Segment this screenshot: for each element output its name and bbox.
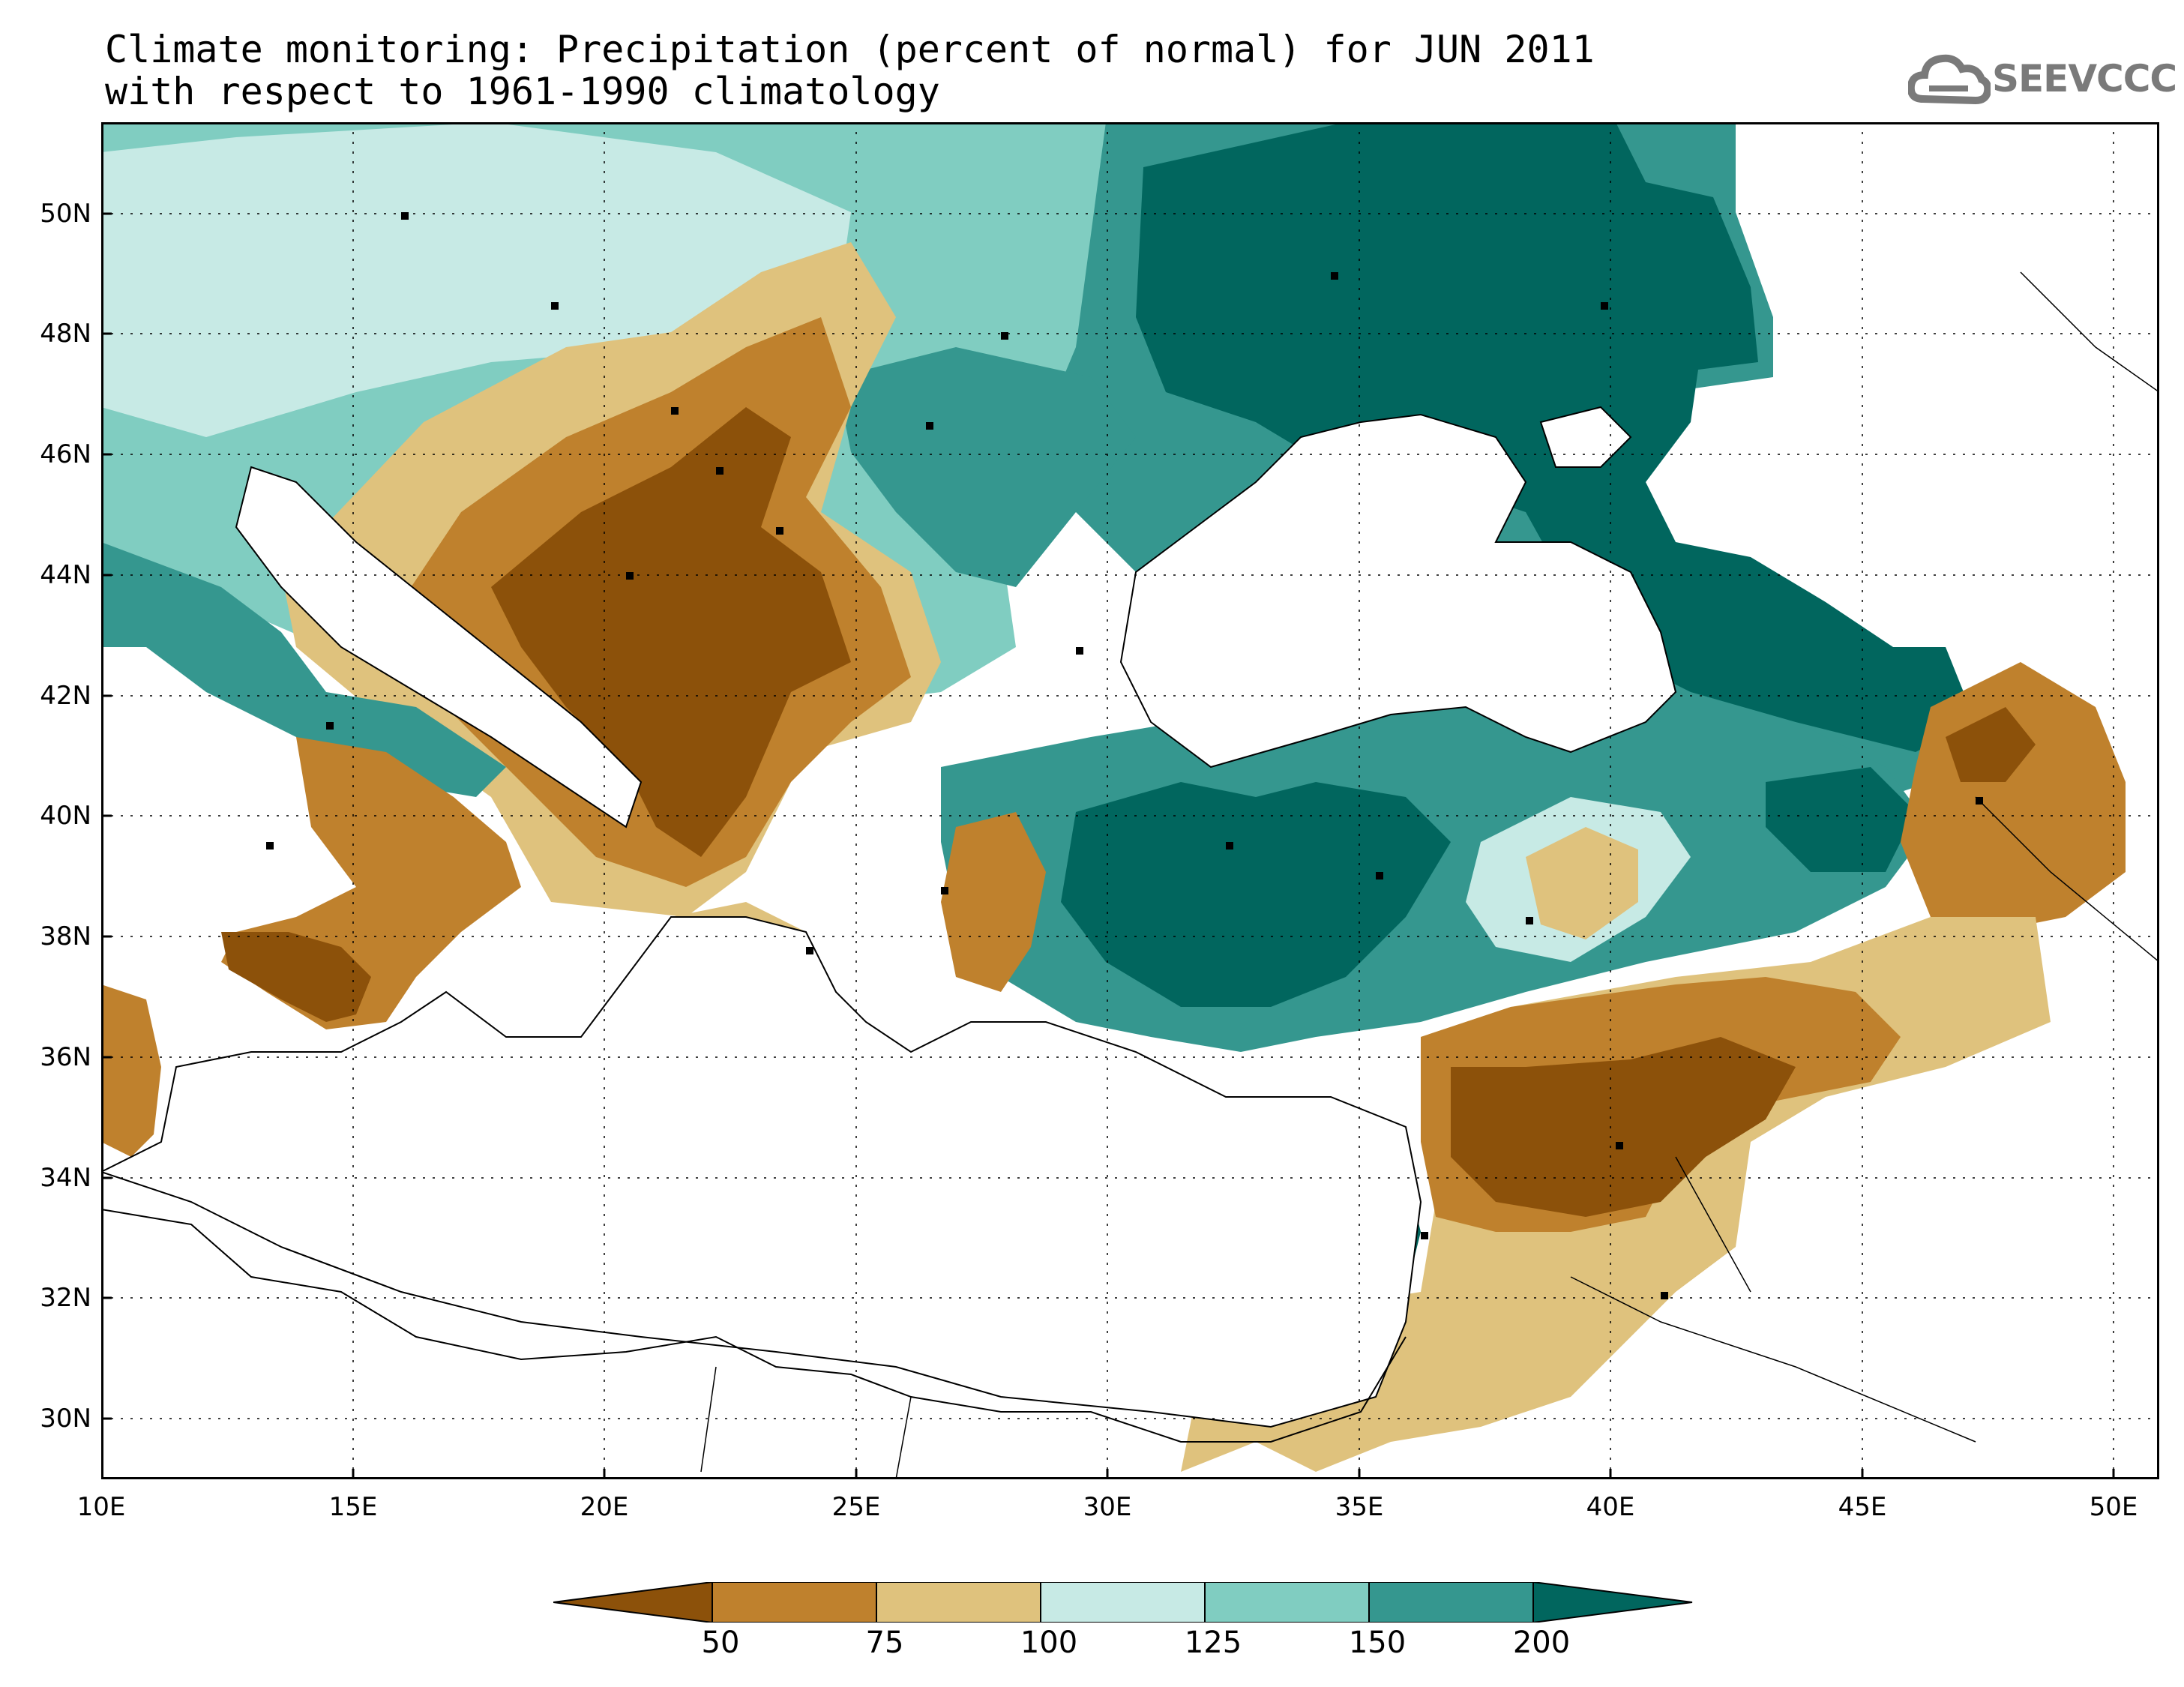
- y-tick-label: 38N: [40, 921, 91, 951]
- country-borders: [700, 271, 2159, 1479]
- map-title: Climate monitoring: Precipitation (perce…: [105, 28, 1595, 71]
- y-tick-label: 32N: [40, 1283, 91, 1313]
- colorbar-swatch: [1040, 1582, 1206, 1623]
- seevccc-logo: SEEVCCC: [1907, 46, 2177, 114]
- x-tick-label: 40E: [1586, 1492, 1635, 1522]
- colorbar-label: 75: [865, 1626, 904, 1660]
- cloud-icon: [1907, 54, 1992, 105]
- colorbar-label: 50: [701, 1626, 740, 1660]
- colorbar-swatch: [712, 1582, 877, 1623]
- region-syria-core: [1451, 1037, 1796, 1217]
- colorbar-label: 100: [1020, 1626, 1078, 1660]
- region-tunisia: [101, 984, 161, 1157]
- adriatic-sea: [235, 466, 643, 829]
- colorbar-swatch: [1532, 1582, 1693, 1623]
- region-central-turkey: [1061, 782, 1451, 1007]
- y-tick-label: 48N: [40, 319, 91, 349]
- axis-ticks: [101, 212, 2115, 1479]
- region-sicily: [221, 932, 371, 1022]
- region-italy-teal: [101, 542, 506, 797]
- logo-label: SEEVCCC: [1992, 57, 2177, 100]
- x-tick-label: 25E: [831, 1492, 881, 1522]
- x-tick-label: 15E: [328, 1492, 378, 1522]
- y-tick-label: 40N: [40, 801, 91, 831]
- map-subtitle: with respect to 1961-1990 climatology: [105, 70, 940, 113]
- colorbar-swatch: [553, 1582, 713, 1623]
- north-africa-coast: [101, 1209, 1407, 1443]
- precipitation-map: [101, 122, 2159, 1479]
- colorbar-label: 200: [1512, 1626, 1571, 1660]
- colorbar-label: 150: [1348, 1626, 1407, 1660]
- region-romania: [836, 347, 1136, 587]
- x-tick-label: 30E: [1083, 1492, 1132, 1522]
- region-north-light: [101, 122, 851, 437]
- colorbar-swatch: [1368, 1582, 1534, 1623]
- y-tick-label: 50N: [40, 199, 91, 229]
- colorbar: [553, 1582, 1693, 1623]
- region-caucasus-core: [1946, 707, 2036, 782]
- y-tick-label: 42N: [40, 681, 91, 711]
- lat-lon-grid: [101, 122, 2159, 1479]
- mediterranean-sea: [101, 916, 1422, 1428]
- region-caucasus-dry: [1901, 662, 2126, 932]
- y-tick-label: 36N: [40, 1042, 91, 1072]
- y-tick-label: 30N: [40, 1404, 91, 1434]
- station-markers: [266, 212, 1983, 1299]
- black-sea: [1119, 413, 1677, 769]
- sea-of-azov: [1539, 406, 1632, 468]
- region-balkans-core: [491, 407, 851, 857]
- x-tick-label: 50E: [2089, 1492, 2138, 1522]
- y-tick-label: 46N: [40, 439, 91, 469]
- x-tick-label: 35E: [1335, 1492, 1384, 1522]
- y-tick-label: 34N: [40, 1163, 91, 1193]
- x-tick-label: 45E: [1838, 1492, 1887, 1522]
- colorbar-label: 125: [1184, 1626, 1242, 1660]
- x-tick-label: 10E: [76, 1492, 126, 1522]
- region-west-anatolia: [941, 812, 1046, 992]
- map-border: [101, 122, 2159, 1479]
- x-tick-label: 20E: [580, 1492, 629, 1522]
- y-tick-label: 44N: [40, 560, 91, 590]
- colorbar-swatch: [876, 1582, 1041, 1623]
- region-turkey-wet-east: [1766, 767, 1916, 872]
- colorbar-swatch: [1204, 1582, 1370, 1623]
